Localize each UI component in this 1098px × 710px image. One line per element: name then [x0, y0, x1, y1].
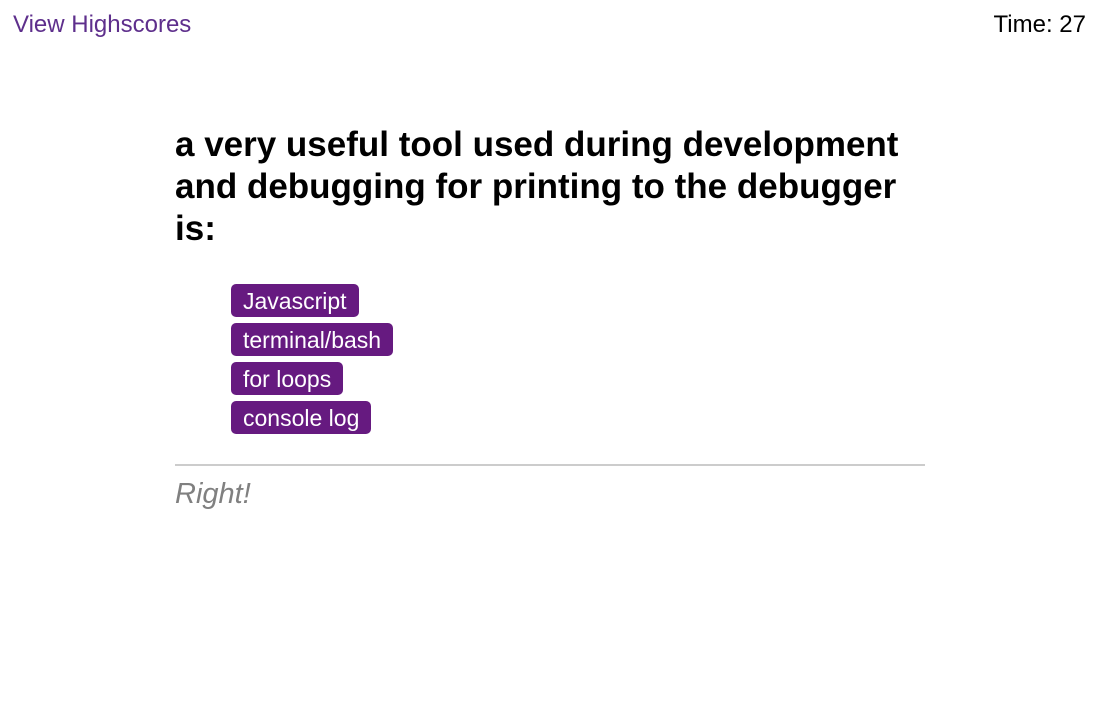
quiz-card: a very useful tool used during developme…: [175, 124, 925, 511]
choice-button-javascript[interactable]: Javascript: [231, 284, 359, 317]
timer-label: Time:: [993, 11, 1053, 38]
choice-button-for-loops[interactable]: for loops: [231, 362, 344, 395]
feedback-divider: [175, 464, 925, 466]
choices-list: Javascript terminal/bash for loops conso…: [175, 284, 925, 440]
question-text: a very useful tool used during developme…: [175, 125, 899, 248]
timer: Time: 27: [994, 11, 1086, 39]
choice-button-terminal-bash[interactable]: terminal/bash: [231, 323, 394, 356]
view-highscores-link[interactable]: View Highscores: [13, 11, 192, 38]
choice-item: for loops: [231, 362, 925, 401]
choice-item: Javascript: [231, 284, 925, 323]
choice-button-console-log[interactable]: console log: [231, 401, 372, 434]
timer-value: 27: [1059, 11, 1086, 38]
top-bar: View Highscores Time: 27: [0, 0, 1098, 50]
choice-item: console log: [231, 401, 925, 440]
answer-feedback: Right!: [175, 478, 251, 510]
choice-item: terminal/bash: [231, 323, 925, 362]
